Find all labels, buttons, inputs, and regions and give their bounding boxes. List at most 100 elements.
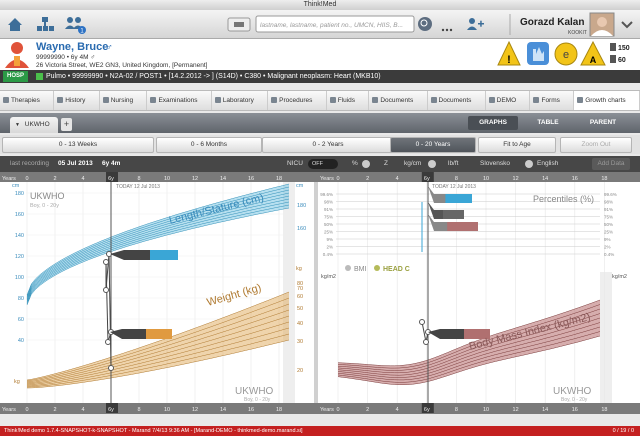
current-age-marker bbox=[106, 403, 118, 413]
toolbar: 1 lastname, lastname, patient no., UMCN,… bbox=[0, 10, 640, 39]
hierarchy-button[interactable] bbox=[37, 17, 54, 31]
year-tick-label: 6y bbox=[108, 176, 114, 182]
pct-z-switch[interactable] bbox=[362, 160, 370, 168]
alert-info-e[interactable]: e bbox=[554, 42, 578, 66]
tab[interactable]: DEMO bbox=[486, 91, 531, 110]
episode-bar: HOSP Pulmo • 99999990 • N2A-02 / POST1 •… bbox=[0, 70, 640, 83]
length-centile bbox=[26, 201, 290, 303]
range-button[interactable]: 0 - 13 Weeks bbox=[2, 137, 154, 153]
tab[interactable]: Nursing bbox=[100, 91, 148, 110]
weight-percentile-bar bbox=[146, 329, 172, 339]
weight-centile bbox=[26, 309, 290, 384]
top-years-axis bbox=[0, 172, 640, 182]
tab[interactable]: Examinations bbox=[147, 91, 212, 110]
cm-tick-label-right: 160 bbox=[297, 226, 306, 232]
tab[interactable]: Therapies bbox=[0, 91, 55, 110]
range-button[interactable]: 0 - 6 Months bbox=[156, 137, 262, 153]
nicu-toggle[interactable]: OFF bbox=[308, 159, 338, 169]
search-box[interactable] bbox=[255, 15, 415, 33]
window-title: Think!Med bbox=[303, 1, 337, 8]
bmi-indicator bbox=[428, 329, 464, 339]
weight-centile bbox=[26, 339, 290, 389]
tab[interactable]: Documents bbox=[428, 91, 486, 110]
more-button[interactable] bbox=[441, 28, 453, 32]
percentile-tick-label-right: 9% bbox=[604, 237, 611, 242]
view-button[interactable]: TABLE bbox=[537, 119, 559, 126]
bmi-centile bbox=[337, 308, 601, 371]
measurement-link bbox=[105, 261, 109, 343]
percentile-tick-label: 0.4% bbox=[323, 252, 333, 257]
alert-warning[interactable]: ! bbox=[497, 40, 521, 66]
hosp-badge[interactable]: HOSP bbox=[3, 71, 29, 82]
year-tick-label: 2 bbox=[53, 176, 56, 182]
add-user-button[interactable] bbox=[467, 18, 484, 30]
patient-header: Wayne, Bruce ♂ 99999990 • 6y 4M ♂ 26 Vic… bbox=[0, 39, 640, 70]
language-switch[interactable] bbox=[525, 160, 533, 168]
year-tick-label: 14 bbox=[220, 176, 226, 182]
tab[interactable]: Laboratory bbox=[212, 91, 269, 110]
year-tick-label: 6y bbox=[424, 176, 430, 182]
range-button[interactable]: 0 - 2 Years bbox=[262, 137, 394, 153]
percentile-bar bbox=[447, 222, 478, 231]
kg-label-right: kg bbox=[296, 266, 302, 272]
percentile-tick-label-right: 91% bbox=[604, 207, 613, 212]
patient-address: 26 Victoria Street, WE2 GN3, United King… bbox=[36, 62, 208, 69]
current-age-marker bbox=[421, 403, 434, 413]
year-tick-label: 12 bbox=[192, 407, 198, 413]
length-indicator bbox=[110, 250, 150, 260]
percentile-tick-label: 91% bbox=[324, 207, 333, 212]
weight-centile bbox=[26, 321, 290, 386]
zoom-out-button[interactable]: Zoom Out bbox=[560, 137, 632, 153]
search-button[interactable] bbox=[418, 17, 432, 31]
settings-bar: last recording 05 Jul 2013 6y 4m NICU OF… bbox=[0, 156, 640, 172]
year-tick-label: 10 bbox=[164, 407, 170, 413]
z-option: Z bbox=[384, 160, 388, 167]
bmi-centile bbox=[337, 331, 601, 383]
percentile-tick-label-right: 75% bbox=[604, 215, 613, 220]
view-button[interactable]: PARENT bbox=[589, 119, 617, 126]
user-name: Gorazd Kalan bbox=[520, 17, 584, 28]
weight-band bbox=[27, 292, 289, 388]
kg-tick-label: 50 bbox=[297, 306, 303, 312]
cm-tick-label: 100 bbox=[15, 275, 24, 281]
length-centile bbox=[26, 189, 290, 298]
tab[interactable]: History bbox=[54, 91, 100, 110]
kg-tick-label: 70 bbox=[297, 286, 303, 292]
length-percentile-bar bbox=[150, 250, 178, 260]
years-label: Years bbox=[320, 176, 334, 182]
year-tick-label: 12 bbox=[192, 176, 198, 182]
bmi-toggle[interactable]: BMI bbox=[354, 266, 367, 273]
bottom-years-axis bbox=[0, 403, 640, 414]
tab[interactable]: Growth charts bbox=[574, 91, 640, 110]
home-button[interactable] bbox=[8, 18, 22, 31]
kg-tick-label: 60 bbox=[297, 294, 303, 300]
unit-switch[interactable] bbox=[428, 160, 436, 168]
year-tick-label: 4 bbox=[81, 176, 84, 182]
keyboard-icon bbox=[234, 22, 244, 27]
percentile-tick-label: 9% bbox=[326, 237, 333, 242]
height-icon bbox=[610, 43, 616, 51]
range-button[interactable]: 0 - 20 Years bbox=[390, 137, 476, 153]
alert-allergy[interactable] bbox=[527, 42, 549, 65]
bmi-icon[interactable] bbox=[345, 265, 351, 271]
measurement-link bbox=[108, 253, 112, 369]
year-tick-label: 10 bbox=[483, 407, 489, 413]
year-tick-label: 0 bbox=[336, 407, 339, 413]
tab[interactable]: Fluids bbox=[327, 91, 370, 110]
year-tick-label: 16 bbox=[572, 176, 578, 182]
add-tab-button[interactable]: + bbox=[61, 118, 72, 131]
tab[interactable]: Documents bbox=[369, 91, 428, 110]
tab[interactable]: Procedures bbox=[268, 91, 327, 110]
view-button[interactable]: GRAPHS bbox=[468, 116, 518, 130]
tab[interactable]: Forms bbox=[530, 91, 575, 110]
head-toggle[interactable]: HEAD C bbox=[383, 266, 410, 273]
year-tick-label: 14 bbox=[542, 176, 548, 182]
add-data-button[interactable]: Add Data bbox=[592, 158, 630, 170]
chart-tab[interactable]: ▼ UKWHO bbox=[10, 117, 58, 133]
years-label: Years bbox=[2, 407, 16, 413]
fit-to-age-button[interactable]: Fit to Age bbox=[478, 137, 556, 153]
user-menu-button[interactable] bbox=[621, 21, 633, 29]
weight-centile bbox=[26, 327, 290, 387]
head-icon[interactable] bbox=[374, 265, 380, 271]
alert-warning-a[interactable]: A bbox=[580, 40, 606, 66]
